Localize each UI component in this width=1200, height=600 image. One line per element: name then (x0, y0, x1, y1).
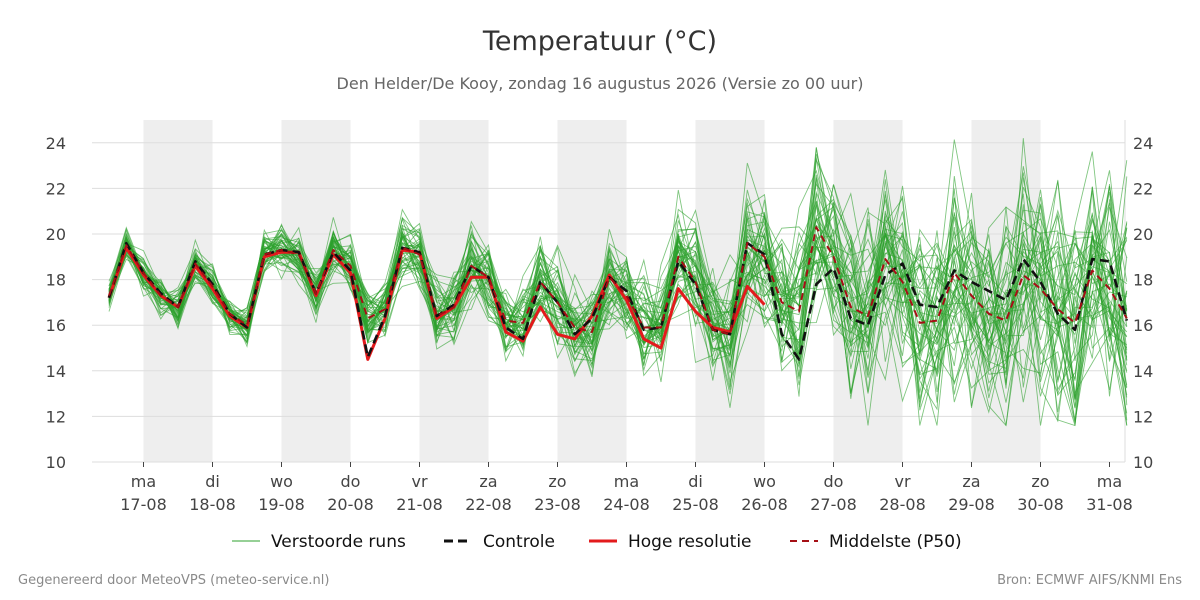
main-series (107, 226, 1129, 361)
legend-label-ensemble: Verstoorde runs (271, 532, 406, 552)
x-tick-day: ma (131, 472, 156, 491)
y-tick-left: 18 (46, 271, 66, 290)
x-tick-date: 17-08 (120, 495, 167, 514)
x-tick-day: do (824, 472, 844, 491)
y-tick-left: 22 (46, 179, 66, 198)
x-tick-date: 18-08 (189, 495, 236, 514)
chart-title: Temperatuur (°C) (482, 26, 717, 57)
x-tick-date: 28-08 (879, 495, 926, 514)
ensemble-member (108, 169, 1128, 381)
x-tick-day: ma (614, 472, 639, 491)
x-tick-date: 31-08 (1086, 495, 1133, 514)
ensemble-member (108, 200, 1128, 424)
x-tick-date: 30-08 (1017, 495, 1064, 514)
y-tick-right: 18 (1133, 271, 1153, 290)
y-tick-right: 10 (1133, 453, 1153, 472)
ensemble-member (108, 170, 1128, 381)
ensemble-member (108, 211, 1128, 426)
x-tick-day: di (688, 472, 703, 491)
y-tick-left: 24 (46, 134, 66, 153)
x-tick-date: 20-08 (327, 495, 374, 514)
legend-label-control: Controle (483, 532, 555, 552)
series-high-resolution (107, 246, 766, 361)
y-tick-left: 10 (46, 453, 66, 472)
ensemble-member (108, 190, 1128, 396)
y-tick-left: 14 (46, 362, 66, 381)
y-tick-right: 22 (1133, 179, 1153, 198)
x-tick-date: 19-08 (258, 495, 305, 514)
ensemble-member (108, 179, 1128, 407)
x-tick-day: zo (1031, 472, 1049, 491)
x-tick-date: 23-08 (534, 495, 581, 514)
x-tick-day: vr (411, 472, 427, 491)
footer-source: Bron: ECMWF AIFS/KNMI Ens (997, 573, 1182, 588)
ensemble-lines (108, 138, 1128, 427)
series-median-p50 (108, 226, 1128, 336)
x-tick-date: 25-08 (672, 495, 719, 514)
x-tick-day: za (962, 472, 980, 491)
x-tick-date: 21-08 (396, 495, 443, 514)
y-tick-right: 20 (1133, 225, 1153, 244)
y-tick-right: 12 (1133, 407, 1153, 426)
x-tick-date: 26-08 (741, 495, 788, 514)
chart-subtitle: Den Helder/De Kooy, zondag 16 augustus 2… (337, 74, 864, 93)
x-tick-day: wo (270, 472, 293, 491)
x-tick-date: 27-08 (810, 495, 857, 514)
y-tick-right: 24 (1133, 134, 1153, 153)
x-tick-date: 24-08 (603, 495, 650, 514)
legend: Verstoorde runs Controle Hoge resolutie … (232, 532, 962, 552)
y-tick-right: 16 (1133, 316, 1153, 335)
x-tick-day: do (341, 472, 361, 491)
ensemble-member (108, 172, 1128, 426)
y-tick-left: 12 (46, 407, 66, 426)
x-tick-day: za (479, 472, 497, 491)
x-tick-day: zo (548, 472, 566, 491)
legend-label-median: Middelste (P50) (829, 532, 962, 552)
y-tick-left: 16 (46, 316, 66, 335)
legend-label-high-resolution: Hoge resolutie (628, 532, 752, 552)
x-tick-day: wo (753, 472, 776, 491)
x-tick-day: vr (894, 472, 910, 491)
y-tick-right: 14 (1133, 362, 1153, 381)
x-tick-date: 22-08 (465, 495, 512, 514)
x-tick-day: di (205, 472, 220, 491)
y-tick-left: 20 (46, 225, 66, 244)
x-tick-date: 29-08 (948, 495, 995, 514)
axes: 10 10 12 12 14 14 16 16 18 18 20 20 22 22 24 24 ma 17-08 d… (46, 120, 1153, 514)
x-tick-day: ma (1097, 472, 1122, 491)
footer-generated-by: Gegenereerd door MeteoVPS (meteo-service… (18, 573, 330, 588)
ensemble-member (108, 153, 1127, 356)
